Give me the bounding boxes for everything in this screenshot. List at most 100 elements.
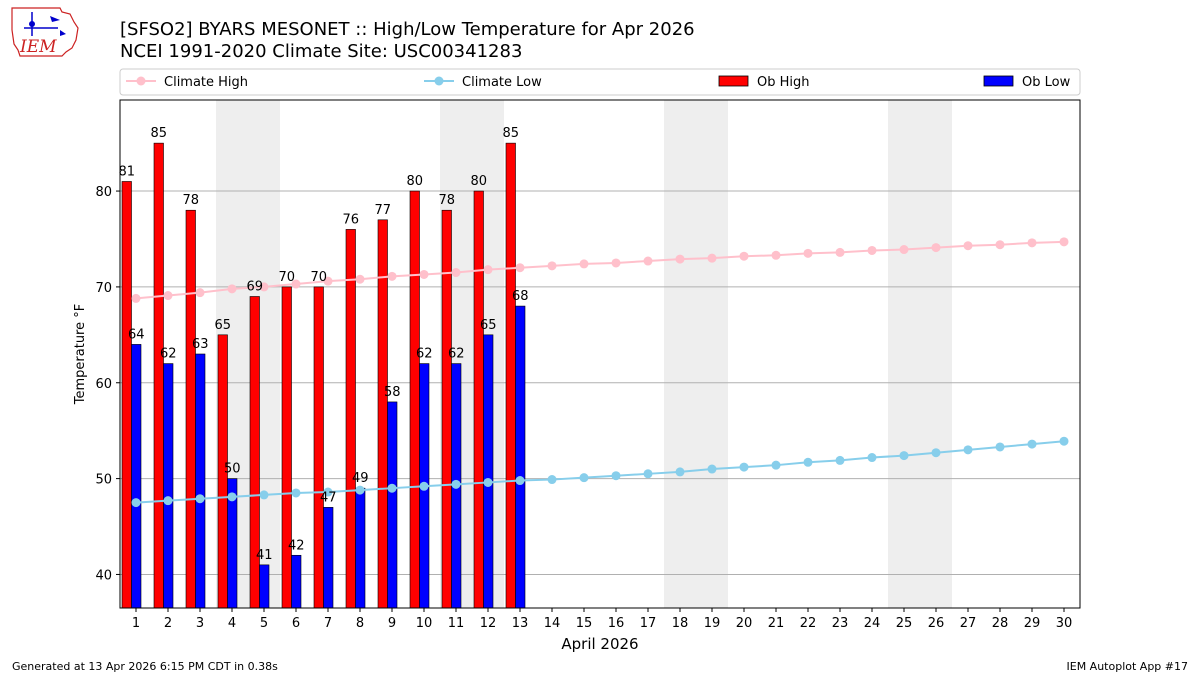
x-tick-label: 6 (292, 616, 300, 631)
legend-item-climate-high: Climate High (126, 75, 248, 90)
x-tick-label: 13 (512, 616, 529, 631)
plot-frame (119, 99, 1081, 609)
legend: Climate High Climate Low Ob High Ob Low (119, 68, 1081, 96)
x-tick-label: 14 (544, 616, 561, 631)
x-tick-label: 18 (672, 616, 689, 631)
chart-title: [SFSO2] BYARS MESONET :: High/Low Temper… (120, 19, 695, 40)
ob-low-label: 68 (512, 289, 529, 304)
climate-low-point (483, 477, 493, 487)
climate-high-point (739, 251, 749, 261)
climate-low-point (835, 455, 845, 465)
legend-item-ob-low: Ob Low (983, 75, 1071, 90)
ob-low-label: 65 (480, 318, 497, 333)
ob-high-bar (281, 286, 292, 609)
ob-high-bar (409, 190, 420, 609)
climate-high-point (291, 279, 301, 289)
ob-low-label: 41 (256, 548, 273, 563)
climate-low-point (675, 467, 685, 477)
ob-high-label: 78 (182, 193, 199, 208)
ob-high-bar (313, 286, 324, 609)
climate-low-point (643, 469, 653, 479)
climate-high-point (163, 291, 173, 301)
y-tick-label: 60 (95, 377, 112, 392)
ob-high-label: 85 (502, 126, 519, 141)
climate-high-point (643, 256, 653, 266)
climate-high-point (931, 243, 941, 253)
climate-high-point (611, 258, 621, 268)
ob-high-label: 69 (246, 279, 263, 294)
climate-high-point (323, 276, 333, 286)
ob-low-bar (195, 353, 206, 609)
climate-low-point (515, 476, 525, 486)
ob-high-label: 81 (118, 164, 135, 179)
climate-low-point (803, 457, 813, 467)
x-tick-label: 30 (1056, 616, 1073, 631)
ob-high-label: 65 (214, 318, 231, 333)
x-tick-label: 7 (324, 616, 332, 631)
climate-high-point (195, 288, 205, 298)
climate-low-point (323, 487, 333, 497)
climate-low-point (963, 445, 973, 455)
ob-low-bar (259, 564, 270, 609)
climate-low-point (163, 496, 173, 506)
x-tick-label: 23 (832, 616, 849, 631)
ob-low-label: 62 (160, 347, 177, 362)
climate-high-point (835, 247, 845, 257)
x-tick-label: 9 (388, 616, 396, 631)
climate-high-point (483, 265, 493, 275)
ob-low-bar (291, 554, 302, 609)
logo-text: IEM (19, 37, 57, 57)
iem-logo[interactable]: IEM (11, 7, 79, 57)
x-tick-label: 1 (132, 616, 140, 631)
ob-low-bar (131, 344, 142, 609)
climate-high-point (227, 284, 237, 294)
x-tick-label: 11 (448, 616, 465, 631)
y-axis-ticks: 40 50 60 70 80 (95, 185, 120, 583)
legend-label-climate-low: Climate Low (462, 75, 542, 90)
x-tick-label: 28 (992, 616, 1009, 631)
ob-low-label: 50 (224, 462, 241, 477)
climate-low-point (611, 471, 621, 481)
ob-low-label: 58 (384, 385, 401, 400)
ob-low-label: 47 (320, 490, 337, 505)
climate-high-point (355, 274, 365, 284)
ob-high-label: 70 (310, 270, 327, 285)
climate-high-line (135, 240, 1065, 300)
climate-high-point (899, 245, 909, 255)
climate-low-point (387, 483, 397, 493)
x-tick-label: 20 (736, 616, 753, 631)
x-tick-label: 22 (800, 616, 817, 631)
ob-low-label: 63 (192, 337, 209, 352)
ob-low-label: 49 (352, 471, 369, 486)
climate-low-point (867, 453, 877, 463)
ob-high-label: 77 (374, 203, 391, 218)
climate-low-point (227, 492, 237, 502)
climate-high-point (1027, 238, 1037, 248)
y-gridlines (120, 190, 1080, 575)
x-tick-label: 25 (896, 616, 913, 631)
ob-high-label: 78 (438, 193, 455, 208)
x-tick-label: 12 (480, 616, 497, 631)
ob-high-label: 76 (342, 212, 359, 227)
legend-label-ob-low: Ob Low (1022, 75, 1071, 90)
footer-generated: Generated at 13 Apr 2026 6:15 PM CDT in … (12, 660, 278, 673)
climate-low-point (1027, 439, 1037, 449)
x-tick-label: 2 (164, 616, 172, 631)
x-tick-label: 15 (576, 616, 593, 631)
x-tick-label: 5 (260, 616, 268, 631)
legend-item-ob-high: Ob High (718, 75, 810, 90)
ob-low-bar (387, 401, 398, 609)
ob-high-bar (153, 142, 164, 609)
climate-low-point (771, 460, 781, 470)
climate-high-point (771, 250, 781, 260)
climate-low-point (131, 498, 141, 508)
ob-low-bar (355, 487, 366, 609)
legend-label-climate-high: Climate High (164, 75, 248, 90)
climate-low-point (291, 488, 301, 498)
y-tick-label: 50 (95, 473, 112, 488)
footer-app: IEM Autoplot App #17 (1067, 660, 1189, 673)
ob-high-bar (473, 190, 484, 609)
ob-low-bar (323, 507, 334, 609)
weekend-band (664, 100, 728, 608)
x-tick-label: 27 (960, 616, 977, 631)
